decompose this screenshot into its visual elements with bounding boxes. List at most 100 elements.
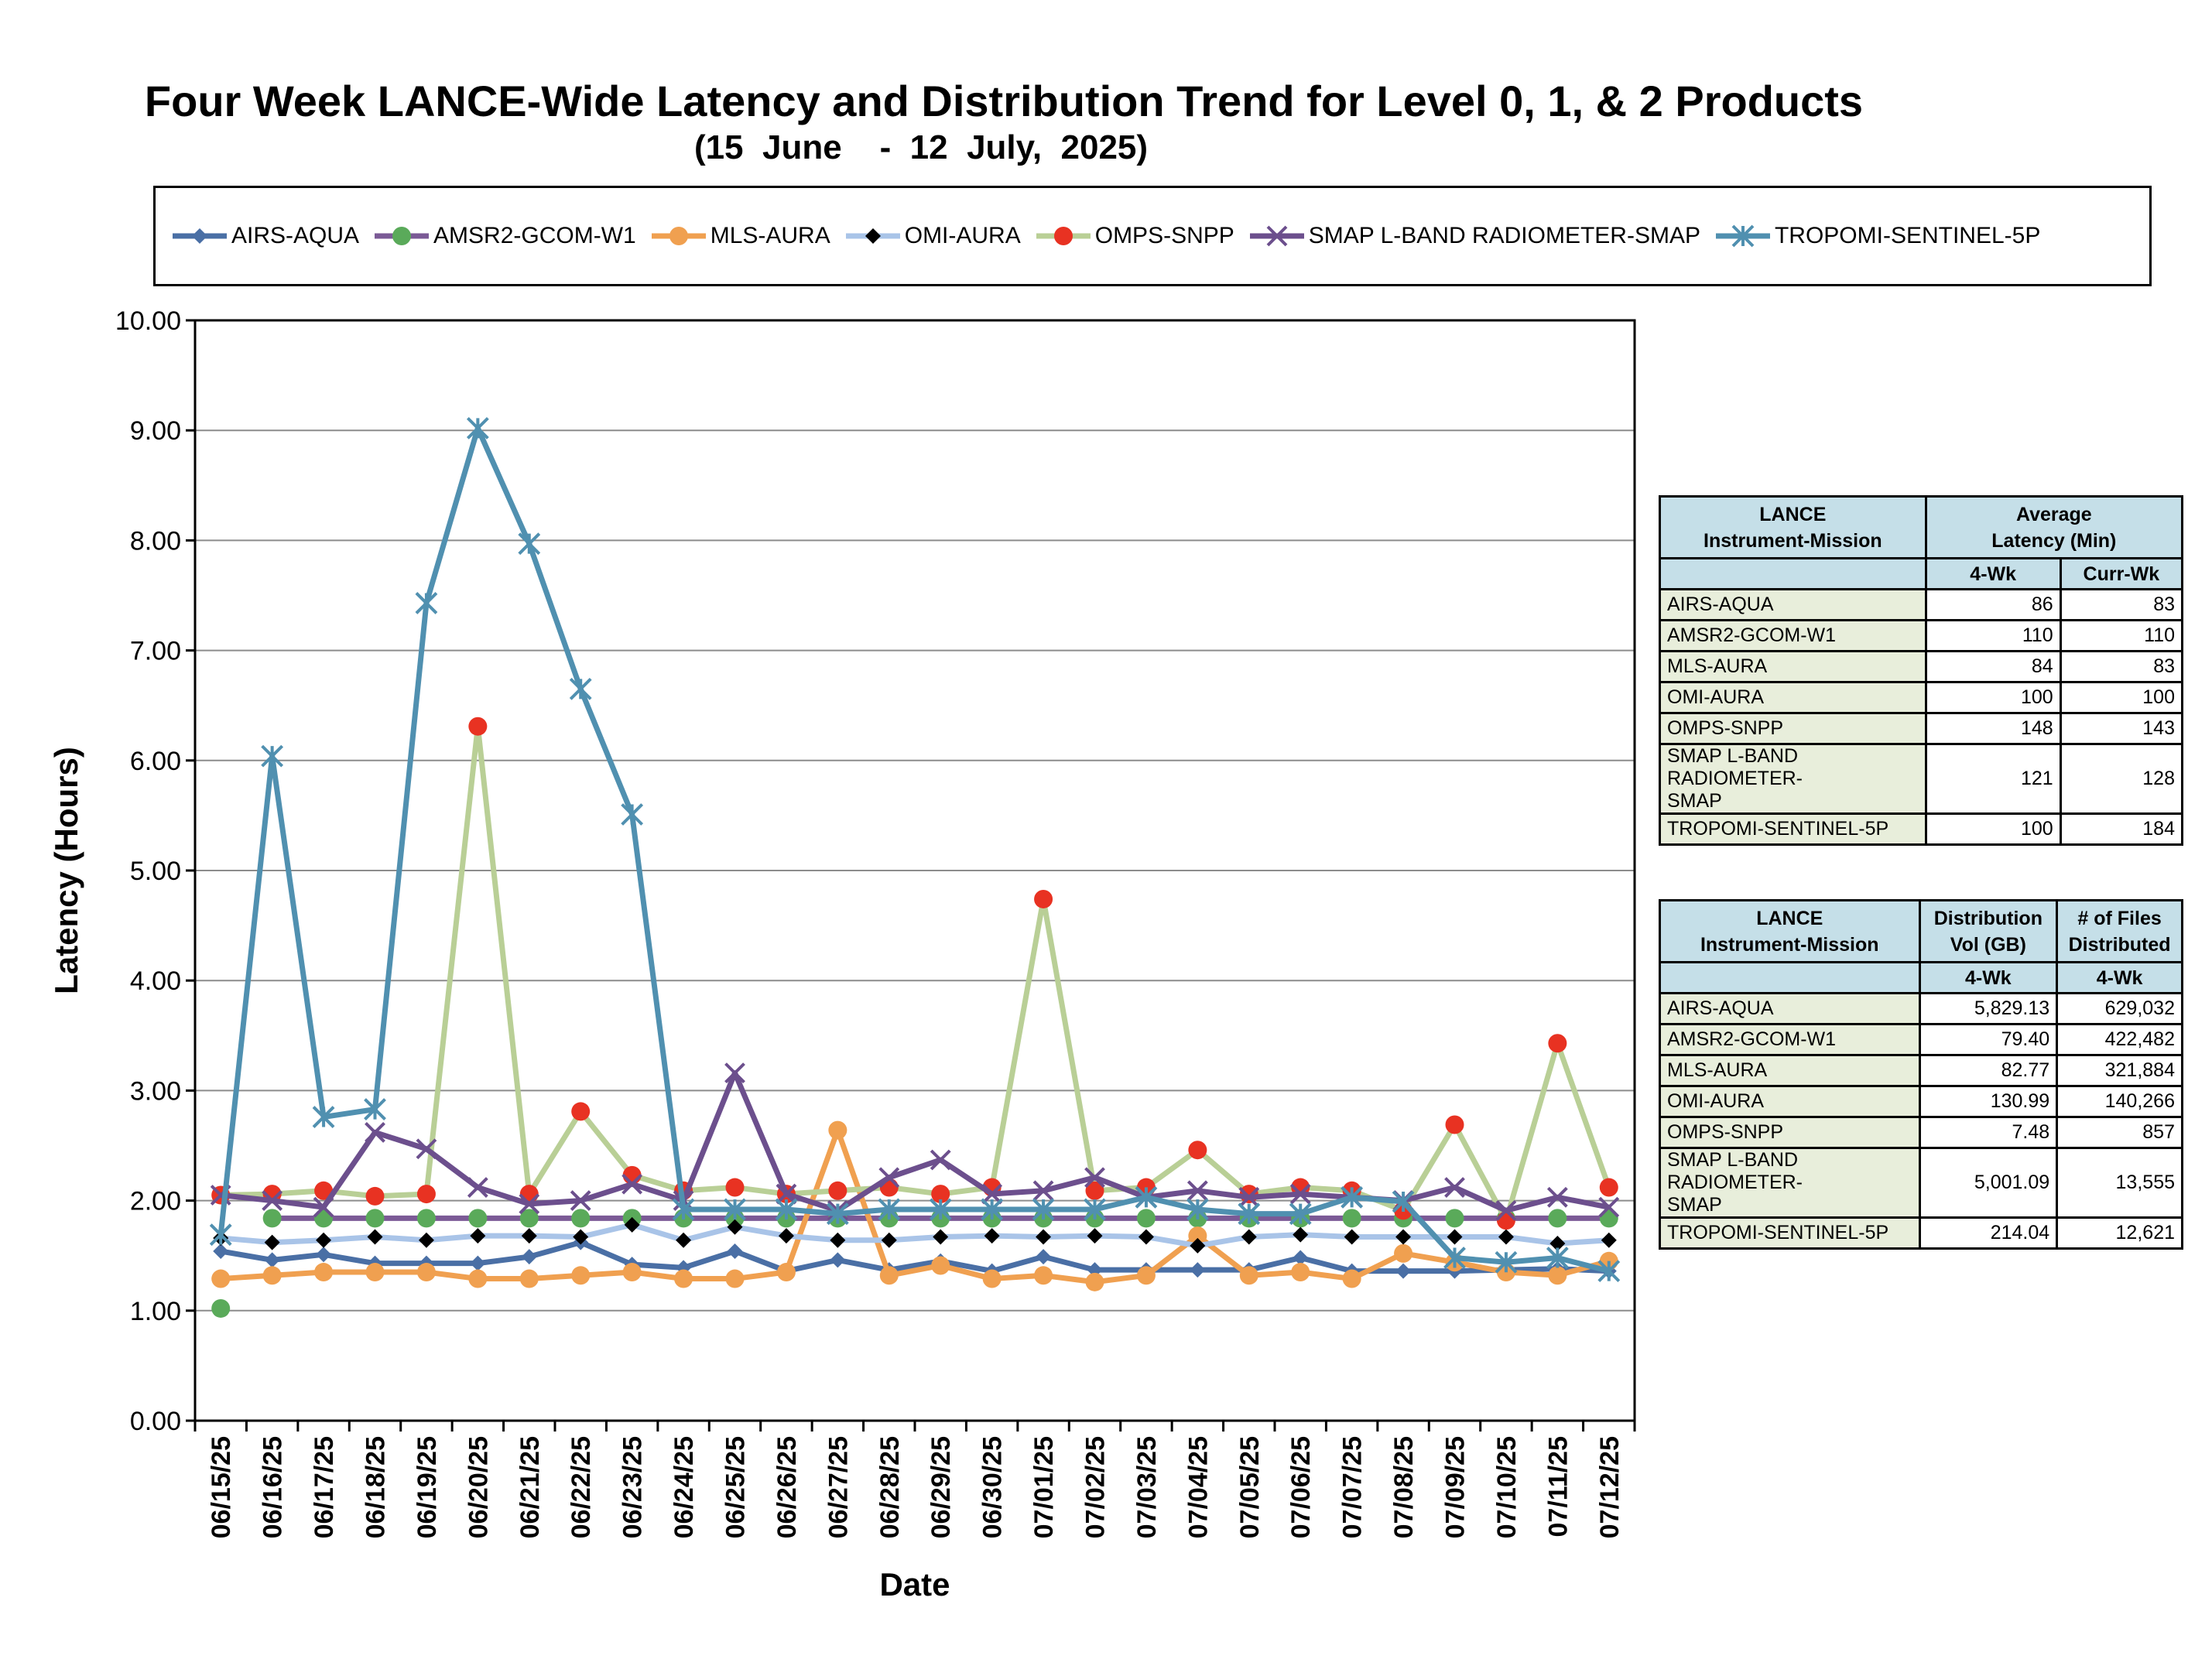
- data-point-amsr2-gcom-w1: [416, 1209, 436, 1228]
- legend-marker: [865, 228, 881, 244]
- data-point-amsr2-gcom-w1: [1548, 1209, 1567, 1228]
- data-point-airs-aqua: [1395, 1263, 1412, 1279]
- dist-header-volume: Distribution Vol (GB): [1918, 899, 2059, 963]
- data-point-omi-aura: [778, 1228, 794, 1244]
- data-point-smap-l-band-radiometer-smap: [313, 1196, 334, 1218]
- legend-marker: [192, 228, 207, 244]
- data-point-tropomi-sentinel-5p: [312, 1106, 335, 1128]
- data-point-omi-aura: [1241, 1229, 1257, 1245]
- data-point-tropomi-sentinel-5p: [209, 1223, 232, 1247]
- table-row: OMPS-SNPP 7.48 857: [1659, 1116, 2183, 1149]
- data-point-airs-aqua: [470, 1255, 486, 1271]
- x-tick-label: 07/05/25: [1235, 1436, 1265, 1538]
- legend-label: OMPS-SNPP: [1094, 223, 1234, 248]
- data-point-tropomi-sentinel-5p: [929, 1198, 952, 1221]
- data-point-airs-aqua: [1293, 1250, 1309, 1266]
- data-point-omps-snpp: [1188, 1141, 1207, 1160]
- distribution-volume: 130.99: [1918, 1085, 2059, 1118]
- data-point-tropomi-sentinel-5p: [826, 1202, 849, 1226]
- data-point-tropomi-sentinel-5p: [1032, 1198, 1055, 1221]
- data-point-mls-aura: [1342, 1269, 1361, 1288]
- data-point-smap-l-band-radiometer-smap: [467, 1177, 488, 1198]
- latency-currwk: 184: [2059, 812, 2184, 846]
- data-point-omi-aura: [1447, 1229, 1463, 1245]
- data-point-airs-aqua: [1190, 1262, 1206, 1278]
- table-row: TROPOMI-SENTINEL-5P 100 184: [1659, 812, 2184, 846]
- table-row: OMI-AURA 100 100: [1659, 681, 2184, 714]
- latency-4wk: 110: [1924, 619, 2062, 652]
- x-tick-label: 06/21/25: [515, 1436, 545, 1538]
- x-tick-label: 07/07/25: [1338, 1436, 1368, 1538]
- data-point-smap-l-band-radiometer-smap: [1546, 1186, 1568, 1208]
- table-row: MLS-AURA 82.77 321,884: [1659, 1054, 2183, 1087]
- x-tick-label: 06/24/25: [669, 1436, 699, 1538]
- table-row: AMSR2-GCOM-W1 79.40 422,482: [1659, 1023, 2183, 1056]
- x-tick-label: 07/02/25: [1081, 1436, 1111, 1538]
- data-point-mls-aura: [725, 1269, 745, 1288]
- distribution-table: LANCE Instrument-Mission Distribution Vo…: [1659, 899, 2183, 1250]
- legend-swatch-airs-aqua: [173, 228, 227, 244]
- x-tick-label: 06/26/25: [772, 1436, 802, 1538]
- latency-currwk: 110: [2059, 619, 2184, 652]
- data-point-smap-l-band-radiometer-smap: [365, 1122, 385, 1143]
- data-point-mls-aura: [365, 1263, 385, 1282]
- legend-item-smap-l-band-radiometer-smap: SMAP L-BAND RADIOMETER-SMAP: [1248, 223, 1700, 249]
- data-point-omi-aura: [1138, 1229, 1154, 1245]
- table-row: AMSR2-GCOM-W1 110 110: [1659, 619, 2184, 652]
- latency-currwk: 83: [2059, 588, 2184, 621]
- data-point-airs-aqua: [727, 1243, 743, 1260]
- y-tick-label: 5.00: [130, 857, 181, 886]
- mission-name: AMSR2-GCOM-W1: [1659, 1023, 1921, 1056]
- y-tick-label: 3.00: [130, 1076, 181, 1106]
- data-point-omi-aura: [367, 1229, 383, 1245]
- x-tick-label: 06/18/25: [361, 1436, 391, 1538]
- data-point-amsr2-gcom-w1: [468, 1209, 488, 1228]
- data-point-omi-aura: [1549, 1236, 1566, 1252]
- series-line-omi-aura: [220, 1222, 1610, 1249]
- y-tick-label: 0.00: [130, 1407, 181, 1436]
- data-point-amsr2-gcom-w1: [1445, 1209, 1464, 1228]
- legend-item-mls-aura: MLS-AURA: [650, 223, 830, 249]
- data-point-omi-aura: [881, 1232, 897, 1248]
- data-point-smap-l-band-radiometer-smap: [1084, 1167, 1105, 1189]
- data-point-mls-aura: [314, 1263, 334, 1282]
- series-line-tropomi-sentinel-5p: [217, 425, 1610, 1274]
- data-point-tropomi-sentinel-5p: [518, 532, 541, 556]
- files-distributed: 321,884: [2056, 1054, 2183, 1087]
- series-line-airs-aqua: [220, 1240, 1609, 1274]
- legend-swatch-omps-snpp: [1036, 227, 1091, 245]
- data-point-smap-l-band-radiometer-smap: [981, 1183, 1003, 1205]
- table-row: OMI-AURA 130.99 140,266: [1659, 1085, 2183, 1118]
- latency-currwk: 100: [2059, 681, 2184, 714]
- y-tick-label: 8.00: [130, 526, 181, 556]
- data-point-tropomi-sentinel-5p: [261, 744, 284, 768]
- x-tick-label: 06/19/25: [413, 1436, 442, 1538]
- data-point-smap-l-band-radiometer-smap: [1598, 1196, 1620, 1218]
- data-point-airs-aqua: [521, 1249, 537, 1265]
- gridlines: [195, 429, 1635, 1312]
- legend-swatch-amsr2-gcom-w1: [375, 227, 430, 245]
- data-point-smap-l-band-radiometer-smap: [776, 1183, 797, 1205]
- chart-legend: AIRS-AQUA AMSR2-GCOM-W1 MLS-AURA OMI-AURA OM…: [153, 186, 2152, 286]
- data-point-tropomi-sentinel-5p: [1597, 1260, 1621, 1283]
- table-row: SMAP L-BAND RADIOMETER- SMAP 121 128: [1659, 743, 2184, 815]
- data-point-amsr2-gcom-w1: [519, 1209, 539, 1228]
- y-tick-label: 10.00: [115, 306, 181, 336]
- data-point-mls-aura: [1548, 1266, 1567, 1285]
- series-omi-aura: [213, 1216, 1617, 1254]
- dist-subheader-blank: [1659, 961, 1921, 994]
- data-point-mls-aura: [262, 1266, 282, 1285]
- data-point-smap-l-band-radiometer-smap: [1032, 1180, 1054, 1202]
- data-point-omi-aura: [727, 1219, 743, 1235]
- legend-label: AIRS-AQUA: [231, 223, 360, 248]
- mission-name: AIRS-AQUA: [1659, 992, 1921, 1025]
- distribution-volume: 5,001.09: [1918, 1147, 2059, 1219]
- data-point-omps-snpp: [931, 1185, 950, 1204]
- legend-item-omi-aura: OMI-AURA: [844, 223, 1021, 249]
- x-tick-label: 07/10/25: [1492, 1436, 1522, 1538]
- files-distributed: 13,555: [2056, 1147, 2183, 1219]
- x-tick-label: 07/03/25: [1132, 1436, 1162, 1538]
- y-tick-label: 2.00: [130, 1187, 181, 1216]
- data-point-mls-aura: [674, 1269, 693, 1288]
- data-point-tropomi-sentinel-5p: [724, 1198, 746, 1221]
